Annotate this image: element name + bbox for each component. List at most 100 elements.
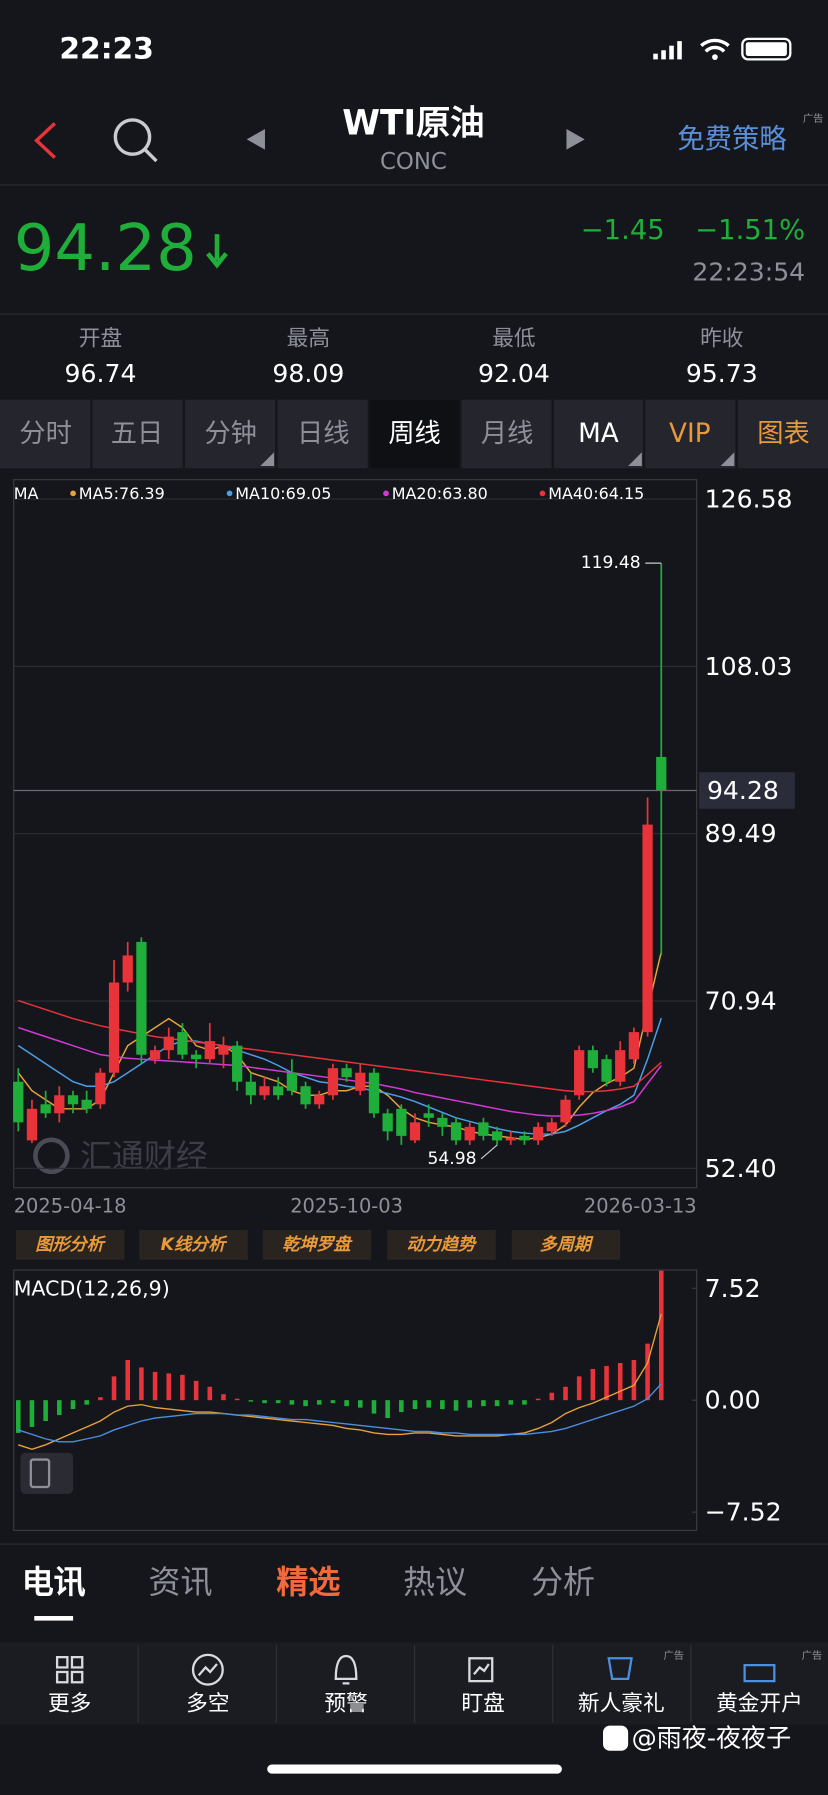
tab[interactable]: MA [578, 419, 619, 449]
tool-label[interactable]: 动力趋势 [407, 1235, 477, 1255]
macd-bar [43, 1400, 48, 1422]
ad-tag: 广告 [664, 1649, 685, 1662]
candle-body [423, 1113, 434, 1118]
tab[interactable]: 分钟 [204, 419, 257, 449]
tool-button[interactable] [139, 1230, 248, 1260]
nav-label[interactable]: 预警 [324, 1691, 367, 1716]
candle-body [245, 1081, 256, 1096]
news-tab[interactable]: 电讯 [22, 1563, 86, 1601]
macd-bar [29, 1400, 35, 1427]
macd-bar [481, 1400, 486, 1407]
macd-bar [234, 1398, 240, 1401]
watermark: @雨夜-夜夜子 [632, 1724, 792, 1753]
rotate-button[interactable] [20, 1452, 74, 1494]
last-price-tag [698, 772, 795, 809]
macd-bar [207, 1386, 213, 1401]
macd-bar [262, 1400, 267, 1404]
candle-body [368, 1072, 380, 1114]
tab[interactable]: VIP [669, 419, 711, 449]
nav-label[interactable]: 盯盘 [461, 1691, 504, 1716]
tab[interactable]: 日线 [297, 419, 350, 449]
news-tab[interactable]: 精选 [276, 1563, 340, 1601]
legend-dot [70, 490, 76, 497]
prev-button[interactable] [246, 129, 265, 150]
tool-label[interactable]: K线分析 [161, 1235, 229, 1255]
news-tab[interactable]: 资讯 [148, 1563, 212, 1601]
nav-label[interactable]: 多空 [186, 1691, 229, 1716]
candle-body [491, 1131, 503, 1141]
macd-bar [193, 1380, 199, 1401]
candle-body [136, 941, 147, 1055]
nav-label[interactable]: 黄金开户 [716, 1691, 803, 1716]
ma-line [17, 1017, 662, 1135]
x-tick-label: 2025-04-18 [14, 1195, 127, 1218]
down-arrow [206, 234, 228, 269]
candle-body [26, 1108, 38, 1141]
max-label: 119.48 [581, 553, 641, 573]
tab[interactable]: 分时 [19, 419, 72, 449]
tool-label[interactable]: 乾坤罗盘 [282, 1235, 353, 1255]
y-tick-label: −7.52 [705, 1498, 782, 1527]
macd-bar [658, 1270, 664, 1401]
tool-label[interactable]: 图形分析 [35, 1235, 106, 1255]
tab[interactable]: 周线 [388, 419, 441, 449]
tool-button[interactable] [511, 1230, 621, 1260]
macd-bar [248, 1400, 254, 1402]
candle-body [149, 1050, 161, 1060]
candle-body [628, 1032, 640, 1060]
candle-body [54, 1095, 65, 1114]
candle-body [546, 1122, 557, 1132]
candle-body [519, 1135, 530, 1141]
legend-label: MA5:76.39 [79, 484, 165, 503]
macd-bar [70, 1400, 76, 1410]
search-button[interactable] [113, 118, 158, 163]
ad-tag: 广告 [803, 112, 824, 125]
candle-body [560, 1099, 571, 1123]
candle-body [314, 1095, 325, 1105]
candle-body [163, 1036, 174, 1051]
strategy-link[interactable]: 免费策略 [677, 124, 787, 155]
y-tick-label: 108.03 [705, 652, 793, 681]
candle-body [587, 1050, 598, 1069]
candle-body [13, 1081, 24, 1123]
y-tick-label: 52.40 [705, 1154, 777, 1183]
macd-bar [358, 1400, 363, 1408]
clock: 22:23 [59, 32, 154, 67]
subtitle: CONC [380, 149, 447, 175]
macd-bar [344, 1400, 349, 1407]
tab[interactable]: 图表 [757, 419, 810, 449]
candle-body [532, 1126, 544, 1141]
y-tick-label: 89.49 [705, 819, 777, 848]
nav-label[interactable]: 新人豪礼 [578, 1691, 665, 1716]
news-tab[interactable]: 热议 [403, 1563, 467, 1601]
tool-button[interactable] [262, 1230, 372, 1260]
macd-bar [563, 1386, 568, 1401]
macd-line [18, 1313, 662, 1450]
candle-body [286, 1072, 298, 1091]
back-button[interactable] [34, 122, 56, 159]
tab[interactable]: 月线 [481, 419, 534, 449]
nav-label[interactable]: 更多 [48, 1691, 91, 1716]
tab[interactable]: 五日 [111, 419, 163, 449]
candle-body [450, 1122, 462, 1141]
macd-bar [631, 1360, 637, 1401]
tool-label[interactable]: 多周期 [540, 1235, 594, 1255]
candle-body [341, 1068, 352, 1078]
macd-bar [371, 1400, 377, 1414]
tool-button[interactable] [15, 1230, 125, 1260]
y-tick-label: 126.58 [705, 485, 793, 514]
legend-title: MA [14, 484, 39, 503]
candle-body [300, 1086, 311, 1105]
legend-label: MA10:69.05 [235, 484, 331, 503]
next-button[interactable] [566, 129, 585, 150]
candle-body [327, 1068, 339, 1096]
chart-tools: 图形分析 K线分析 乾坤罗盘 动力趋势 多周期 [15, 1230, 621, 1260]
macd-line [18, 1383, 662, 1443]
battery-level [745, 42, 787, 56]
candle-body [464, 1126, 475, 1141]
tool-button[interactable] [387, 1230, 496, 1260]
macd-bar [453, 1400, 459, 1411]
news-tab[interactable]: 分析 [531, 1563, 595, 1601]
